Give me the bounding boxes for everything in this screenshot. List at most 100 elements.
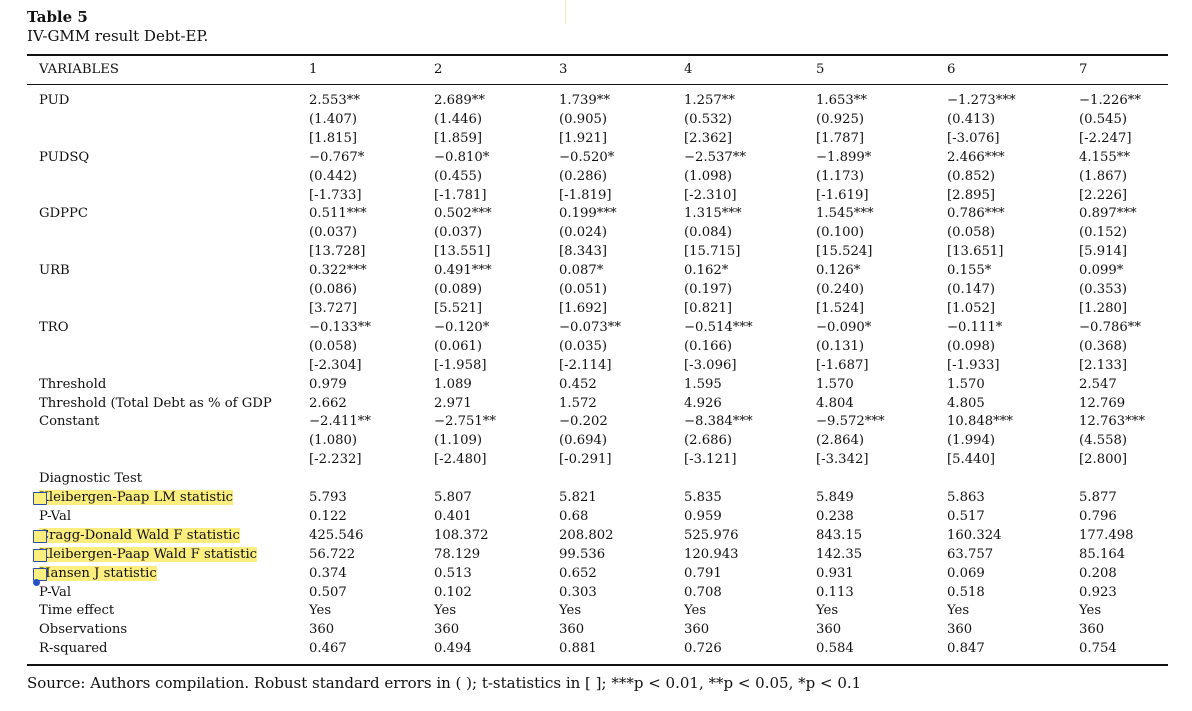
table-cell: Yes: [434, 603, 457, 619]
table-cell: (1.098): [684, 168, 733, 184]
header-col-7: 7: [1079, 62, 1088, 77]
table-cell: 0.511***: [309, 206, 367, 222]
table-cell: 2.971: [434, 395, 472, 411]
row-label: R-squared: [39, 641, 108, 657]
table-cell: 1.315***: [684, 206, 742, 222]
table-row: Kleibergen-Paap LM statistic 5.793 5.807 5.…: [27, 489, 1168, 508]
comment-marker-icon[interactable]: [33, 529, 47, 543]
table-cell: 177.498: [1079, 527, 1134, 543]
table-cell: 10.848***: [947, 414, 1013, 430]
row-label: [27, 300, 309, 319]
annotation-dot-icon[interactable]: [33, 578, 40, 586]
table-row: (0.037) (0.037) (0.024) (0.084) (0.100) (0.05…: [27, 224, 1168, 243]
table-cell: 0.923: [1079, 584, 1117, 600]
header-rule: [27, 84, 1168, 92]
header-variables: VARIABLES: [39, 62, 119, 77]
comment-marker-icon[interactable]: [33, 548, 47, 562]
page-divider-line: [565, 0, 566, 24]
table-cell: (0.152): [1079, 225, 1128, 241]
row-label: Kleibergen-Paap Wald F statistic: [27, 546, 309, 565]
table-cell: [-2.310]: [684, 187, 737, 203]
table-cell: Yes: [1079, 603, 1102, 619]
table-cell: [-1.687]: [816, 357, 869, 373]
table-cell: 0.791: [684, 565, 722, 581]
table-row: [-2.304] [-1.958] [-2.114] [-3.096] [-1.687]…: [27, 357, 1168, 376]
table-cell: 1.570: [947, 376, 985, 392]
table-cell: [3.727]: [309, 300, 358, 316]
table-cell: −8.384***: [684, 414, 753, 430]
table-cell: [1.921]: [559, 130, 608, 146]
table-cell: Yes: [559, 603, 582, 619]
table-row: [-1.733] [-1.781] [-1.819] [-2.310] [-1.619]…: [27, 187, 1168, 206]
table-cell: [2.226]: [1079, 187, 1128, 203]
table-cell: (0.086): [309, 282, 358, 298]
table-cell: (0.532): [684, 111, 733, 127]
table-cell: [-2.304]: [309, 357, 362, 373]
table-cell: 0.708: [684, 584, 722, 600]
table-cell: [5.440]: [947, 452, 996, 468]
table-row: Constant −2.411** −2.751** −0.202 −8.384*** −…: [27, 413, 1168, 432]
table-row: [-2.232] [-2.480] [-0.291] [-3.121] [-3.342]…: [27, 451, 1168, 470]
row-label: [27, 224, 309, 243]
table-cell: (1.994): [947, 433, 996, 449]
table-cell: 1.545***: [816, 206, 874, 222]
header-col-2: 2: [434, 62, 443, 77]
table-cell: [1.859]: [434, 130, 483, 146]
table-cell: [-0.291]: [559, 452, 612, 468]
highlight-wrapper: Kleibergen-Paap Wald F statistic: [33, 546, 258, 562]
table-cell: [5.521]: [434, 300, 483, 316]
table-cell: (0.024): [559, 225, 608, 241]
table-cell: (0.037): [309, 225, 358, 241]
table-cell: −0.090*: [816, 319, 872, 335]
table-cell: 0.897***: [1079, 206, 1137, 222]
table-cell: (0.084): [684, 225, 733, 241]
table-cell: 360: [559, 622, 585, 638]
comment-marker-icon[interactable]: [33, 567, 47, 581]
row-label: [27, 168, 309, 187]
header-col-1: 1: [309, 62, 318, 77]
highlighted-label: Kleibergen-Paap LM statistic: [39, 490, 234, 506]
table-cell: 0.208: [1079, 565, 1117, 581]
table-cell: −0.514***: [684, 319, 753, 335]
table-row: GDPPC 0.511*** 0.502*** 0.199*** 1.315*** 1.5…: [27, 205, 1168, 224]
table-row: Diagnostic Test: [27, 470, 1168, 489]
table-cell: (0.131): [816, 338, 865, 354]
table-cell: (0.051): [559, 282, 608, 298]
header-col-5: 5: [816, 62, 825, 77]
table-cell: (0.240): [816, 282, 865, 298]
table-cell: (0.098): [947, 338, 996, 354]
table-cell: (1.109): [434, 433, 483, 449]
table-cell: [559, 470, 684, 489]
row-label: URB: [39, 263, 70, 279]
row-label: [27, 130, 309, 149]
table-cell: 4.926: [684, 395, 722, 411]
table-cell: (0.089): [434, 282, 483, 298]
table-cell: 0.931: [816, 565, 854, 581]
highlight-wrapper: Cragg-Donald Wald F statistic: [33, 527, 240, 543]
table-body: PUD 2.553** 2.689** 1.739** 1.257** 1.653** −1…: [27, 84, 1168, 665]
table-cell: 0.162*: [684, 263, 729, 279]
table-cell: 4.155**: [1079, 149, 1130, 165]
table-cell: 525.976: [684, 527, 739, 543]
header-col-4: 4: [684, 62, 693, 77]
table-cell: −2.411**: [309, 414, 371, 430]
table-cell: 0.754: [1079, 641, 1117, 657]
table-cell: [1079, 470, 1168, 489]
table-cell: 0.401: [434, 508, 472, 524]
table-cell: 1.653**: [816, 93, 867, 108]
table-cell: [2.800]: [1079, 452, 1128, 468]
table-cell: (1.407): [309, 111, 358, 127]
comment-marker-icon[interactable]: [33, 492, 47, 506]
table-cell: [1.815]: [309, 130, 358, 146]
table-cell: 78.129: [434, 546, 481, 562]
table-cell: 0.786***: [947, 206, 1005, 222]
table-cell: [-2.232]: [309, 452, 362, 468]
table-cell: 0.238: [816, 508, 854, 524]
table-cell: −0.810*: [434, 149, 490, 165]
table-cell: 0.467: [309, 641, 347, 657]
table-cell: [-1.781]: [434, 187, 487, 203]
table-cell: (0.197): [684, 282, 733, 298]
table-cell: 5.793: [309, 490, 347, 506]
table-caption: IV-GMM result Debt-EP.: [27, 27, 209, 45]
table-cell: 0.726: [684, 641, 722, 657]
